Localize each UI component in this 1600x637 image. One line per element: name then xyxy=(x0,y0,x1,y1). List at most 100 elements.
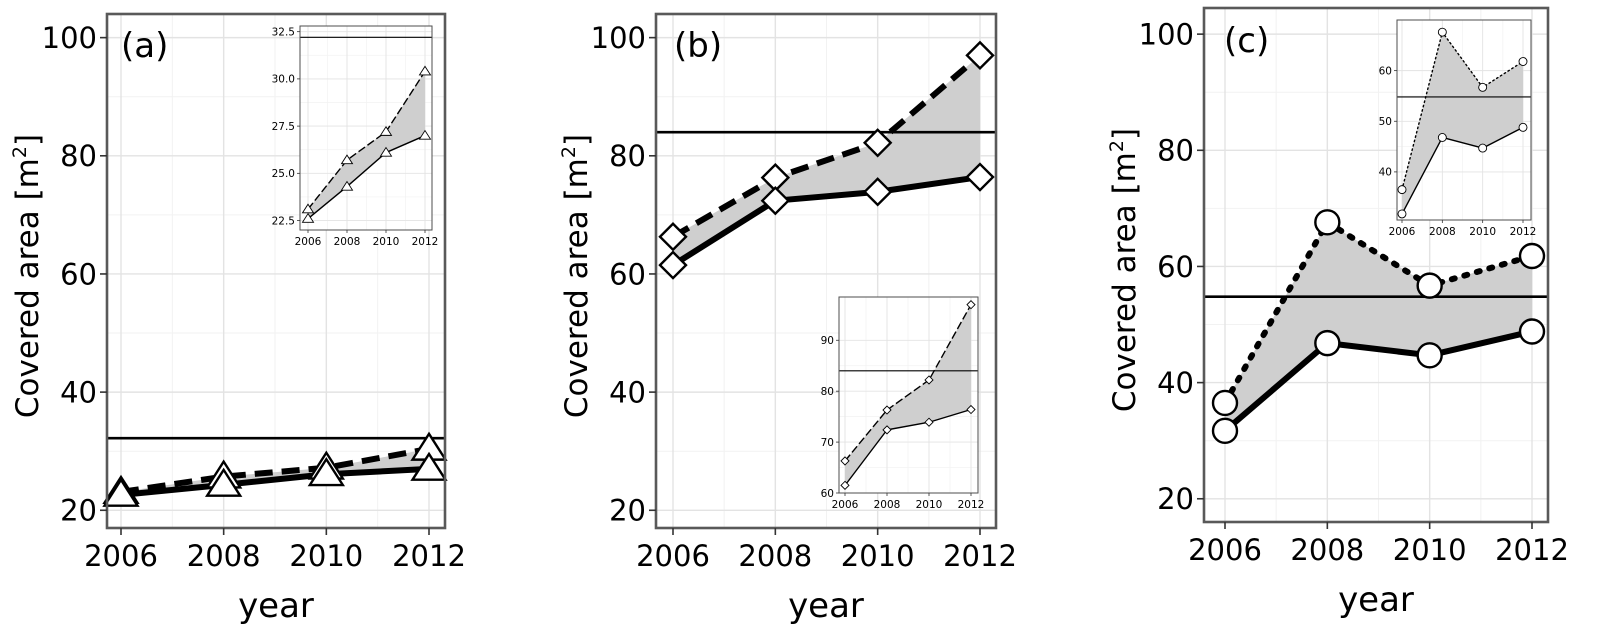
inset-data-point xyxy=(1397,185,1407,195)
y-tick-label: 40 xyxy=(609,376,646,410)
series-line-dotted xyxy=(1222,219,1535,406)
panel-label: (c) xyxy=(1224,21,1269,61)
y-axis-title-text: Covered area [m xyxy=(559,158,595,418)
data-point xyxy=(965,40,995,71)
series-line-solid xyxy=(120,465,430,498)
data-point xyxy=(1211,389,1239,417)
series-line-solid xyxy=(1223,328,1533,434)
y-axis-title: Covered area [m2] xyxy=(1106,128,1143,412)
y-axis-title: Covered area [m2] xyxy=(558,134,595,418)
inset-y-tick-label: 60 xyxy=(1379,65,1392,77)
inset-x-tick-label: 2006 xyxy=(832,499,859,511)
data-point xyxy=(1416,272,1443,299)
inset-data-point xyxy=(1518,57,1528,66)
x-tick-label: 2008 xyxy=(738,539,812,573)
inset-x-tick-label: 2006 xyxy=(295,236,322,248)
inset-series-line-dashed xyxy=(307,70,426,210)
data-point xyxy=(1314,329,1341,357)
inset-data-point xyxy=(840,456,850,466)
y-axis-title-close: ] xyxy=(1107,128,1143,140)
inset-panel-frame xyxy=(1396,19,1532,221)
y-tick-label: 100 xyxy=(591,21,646,55)
y-tick-label: 40 xyxy=(1157,366,1194,400)
x-tick-label: 2012 xyxy=(1495,533,1569,567)
data-point xyxy=(862,128,893,158)
inset-data-point xyxy=(379,125,393,136)
panel-frame xyxy=(654,12,998,530)
x-axis-title: year xyxy=(238,586,314,626)
y-axis-title-text: Covered area [m xyxy=(1107,152,1143,412)
data-point xyxy=(658,250,688,280)
data-point xyxy=(410,451,448,481)
inset-y-tick-label: 90 xyxy=(821,335,834,347)
inset-series-line-dashed xyxy=(844,304,972,462)
inset-y-tick-label: 27.5 xyxy=(272,121,295,133)
series-line-solid xyxy=(671,174,981,268)
data-point xyxy=(1416,342,1443,369)
inset-data-point xyxy=(340,154,354,165)
x-tick-label: 2006 xyxy=(84,539,158,573)
inset-y-tick-label: 50 xyxy=(1379,116,1392,128)
inset-x-tick-label: 2012 xyxy=(958,499,985,511)
panel-frame xyxy=(1202,6,1550,524)
x-tick-label: 2006 xyxy=(1188,533,1262,567)
y-axis-title-close: ] xyxy=(10,134,46,146)
inset-x-tick-label: 2008 xyxy=(874,499,901,511)
inset-series-line-solid xyxy=(844,408,972,486)
inset-data-point xyxy=(418,129,432,140)
inset-panel: 2006 2008 2010 2012 22.5 25.0 27.5 30.0 32.5 xyxy=(272,25,439,248)
inset-data-point xyxy=(966,404,976,415)
data-point xyxy=(204,467,243,497)
inset-data-point xyxy=(1437,133,1447,142)
data-point xyxy=(102,477,140,507)
inset-data-point xyxy=(301,203,315,214)
panel-label: (a) xyxy=(121,26,168,66)
inset-y-tick-label: 60 xyxy=(821,488,834,500)
inset-data-point xyxy=(882,405,892,415)
x-tick-label: 2010 xyxy=(841,539,915,573)
x-tick-label: 2012 xyxy=(943,539,1017,573)
inset-y-tick-label: 30.0 xyxy=(272,74,295,86)
inset-series-line-solid xyxy=(307,134,426,220)
inset-data-point xyxy=(966,299,976,310)
x-tick-label: 2008 xyxy=(187,539,261,573)
inset-x-tick-label: 2010 xyxy=(1469,226,1496,238)
panel-frame xyxy=(105,12,447,530)
series-line-dashed xyxy=(120,445,430,495)
inset-series-line-dotted xyxy=(1401,31,1524,191)
inset-x-tick-label: 2012 xyxy=(1510,226,1537,238)
inset-data-point xyxy=(882,425,892,435)
y-tick-label: 20 xyxy=(1157,482,1194,516)
inset-x-tick-label: 2012 xyxy=(412,236,439,248)
inset-shaded-ribbon xyxy=(308,71,425,219)
y-axis-title: Covered area [m2] xyxy=(9,134,46,418)
inset-data-point xyxy=(1478,82,1488,92)
inset-y-tick-label: 40 xyxy=(1379,167,1392,179)
y-tick-label: 60 xyxy=(609,257,646,291)
inset-data-point xyxy=(924,375,934,385)
inset-data-point xyxy=(840,480,850,491)
y-tick-label: 80 xyxy=(1157,134,1194,168)
inset-x-tick-label: 2008 xyxy=(1429,226,1456,238)
data-point xyxy=(1211,417,1239,445)
y-axis-title-close: ] xyxy=(559,134,595,146)
y-tick-label: 100 xyxy=(42,21,97,55)
inset-panel-frame xyxy=(838,296,979,494)
data-point xyxy=(307,457,346,487)
y-tick-label: 20 xyxy=(609,494,646,528)
y-tick-label: 40 xyxy=(60,376,97,410)
y-tick-label: 60 xyxy=(60,257,97,291)
inset-x-tick-label: 2008 xyxy=(334,236,361,248)
x-tick-label: 2010 xyxy=(1393,533,1467,567)
inset-x-tick-label: 2006 xyxy=(1389,226,1416,238)
inset-x-tick-label: 2010 xyxy=(373,236,400,248)
grid xyxy=(107,14,445,528)
data-point xyxy=(1518,242,1546,270)
panel-label: (b) xyxy=(674,26,722,66)
data-point xyxy=(1518,318,1546,345)
inset-shaded-ribbon xyxy=(1402,32,1523,214)
